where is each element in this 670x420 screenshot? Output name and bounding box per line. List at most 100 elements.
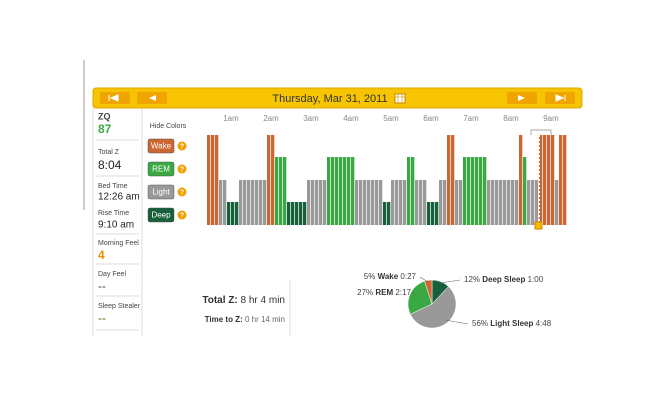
stage-bar bbox=[307, 180, 311, 225]
stage-button[interactable] bbox=[147, 207, 175, 223]
stage-bar bbox=[559, 135, 563, 225]
stat-value: 12:26 am bbox=[98, 192, 140, 203]
pie-name: REM bbox=[375, 288, 393, 297]
first-button[interactable] bbox=[100, 92, 130, 104]
stage-bar bbox=[223, 180, 227, 225]
stage-bar bbox=[447, 135, 451, 225]
stage-bar bbox=[499, 180, 503, 225]
total-z-label: Total Z: bbox=[202, 295, 237, 306]
stage-bar bbox=[363, 180, 367, 225]
help-icon[interactable] bbox=[177, 210, 187, 220]
stage-bar bbox=[295, 202, 299, 225]
stage-bar bbox=[279, 157, 283, 225]
stage-label: Wake bbox=[151, 142, 172, 151]
pie-slice bbox=[409, 286, 457, 329]
stage-bar bbox=[463, 157, 467, 225]
pie-duration: 4:48 bbox=[536, 319, 552, 328]
leader-line bbox=[439, 279, 461, 284]
help-text: ? bbox=[180, 189, 184, 196]
pie-label: 56% Light Sleep 4:48 bbox=[472, 319, 552, 328]
help-icon[interactable] bbox=[177, 141, 187, 151]
hour-label: 5am bbox=[383, 114, 399, 123]
pie-percent: 5% bbox=[364, 272, 376, 281]
stat-label: Sleep Stealer bbox=[98, 303, 141, 310]
stage-label: REM bbox=[152, 165, 170, 174]
stage-bar bbox=[487, 180, 491, 225]
calendar-icon[interactable] bbox=[394, 93, 406, 104]
pie-duration: 2:17 bbox=[395, 288, 411, 297]
stage-bar bbox=[443, 180, 447, 225]
stage-bar bbox=[387, 202, 391, 225]
pie-slice bbox=[424, 279, 433, 305]
stage-bar bbox=[215, 135, 219, 225]
stage-bar bbox=[379, 180, 383, 225]
stage-bar bbox=[495, 180, 499, 225]
stage-bar bbox=[547, 135, 551, 225]
stage-bar bbox=[375, 180, 379, 225]
stage-bar bbox=[239, 180, 243, 225]
stage-bar bbox=[427, 202, 431, 225]
stage-bar bbox=[311, 180, 315, 225]
stat-label: Day Feel bbox=[98, 271, 126, 278]
stage-bar bbox=[303, 202, 307, 225]
stage-bar bbox=[555, 180, 559, 225]
pie-slice bbox=[407, 280, 433, 315]
stage-bar bbox=[419, 180, 423, 225]
stage-bar bbox=[331, 157, 335, 225]
stage-bar bbox=[355, 180, 359, 225]
pie-label: 12% Deep Sleep 1:00 bbox=[464, 275, 544, 284]
stage-button[interactable] bbox=[147, 184, 175, 200]
prev-button[interactable] bbox=[137, 92, 167, 104]
stage-bar bbox=[271, 135, 275, 225]
last-button[interactable] bbox=[545, 92, 575, 104]
pie-percent: 27% bbox=[357, 288, 373, 297]
stage-bar bbox=[411, 157, 415, 225]
stage-bar bbox=[467, 157, 471, 225]
stage-button[interactable] bbox=[147, 161, 175, 177]
help-icon[interactable] bbox=[177, 187, 187, 197]
stage-bar bbox=[511, 180, 515, 225]
stage-bar bbox=[391, 180, 395, 225]
stat-value: -- bbox=[98, 311, 106, 325]
stage-bar bbox=[339, 157, 343, 225]
stat-label: Rise Time bbox=[98, 210, 129, 217]
stage-label: Deep bbox=[151, 211, 171, 220]
selection-marker bbox=[530, 129, 552, 230]
help-icon[interactable] bbox=[177, 164, 187, 174]
hour-label: 4am bbox=[343, 114, 359, 123]
stage-bar bbox=[319, 180, 323, 225]
hide-colors[interactable]: Hide Colors bbox=[150, 123, 187, 130]
hour-label: 1am bbox=[223, 114, 239, 123]
stage-bar bbox=[491, 180, 495, 225]
ttz-label: Time to Z: bbox=[205, 315, 243, 324]
hour-label: 6am bbox=[423, 114, 439, 123]
hour-label: 3am bbox=[303, 114, 319, 123]
stage-bar bbox=[527, 180, 531, 225]
stage-bar bbox=[351, 157, 355, 225]
leader-line bbox=[412, 292, 417, 296]
stage-bar bbox=[423, 180, 427, 225]
stage-bar bbox=[259, 180, 263, 225]
stage-bar bbox=[435, 202, 439, 225]
total-z: Total Z: 8 hr 4 min bbox=[202, 295, 285, 306]
stage-button[interactable] bbox=[147, 138, 175, 154]
stage-bar bbox=[451, 135, 455, 225]
stage-bar bbox=[291, 202, 295, 225]
pie-label: 27% REM 2:17 bbox=[357, 288, 411, 297]
stage-bar bbox=[287, 202, 291, 225]
stage-bar bbox=[415, 180, 419, 225]
next-button[interactable] bbox=[507, 92, 537, 104]
stage-bar bbox=[515, 180, 519, 225]
stat-label: Morning Feel bbox=[98, 240, 139, 247]
pie-label: 5% Wake 0:27 bbox=[364, 272, 417, 281]
stage-bar bbox=[367, 180, 371, 225]
stat-value: 4 bbox=[98, 248, 105, 262]
stage-bar bbox=[315, 180, 319, 225]
stage-bar bbox=[543, 135, 547, 225]
total-z-value: 8 hr 4 min bbox=[241, 295, 285, 306]
stage-bar bbox=[563, 135, 567, 225]
pie-name: Wake bbox=[378, 272, 399, 281]
stage-bar bbox=[267, 135, 271, 225]
stage-bar bbox=[535, 180, 539, 225]
